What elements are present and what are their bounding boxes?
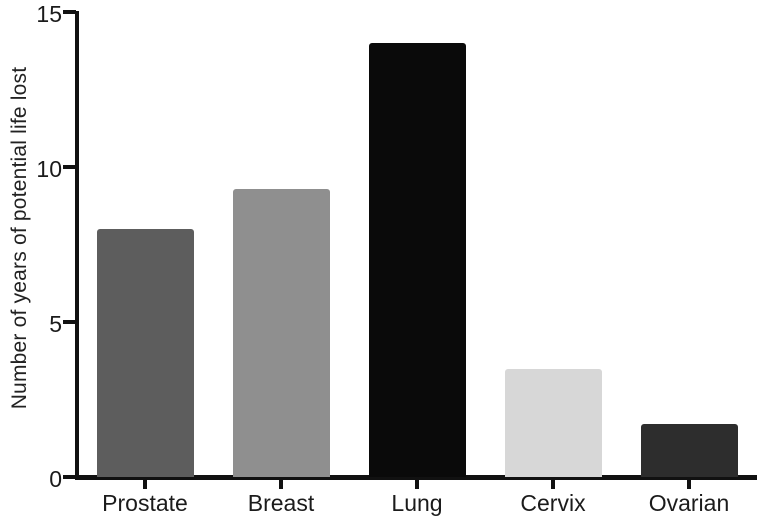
y-axis-tick-label: 5 — [49, 311, 62, 337]
y-axis-tick-label: 15 — [36, 1, 62, 27]
x-axis-line — [75, 475, 757, 480]
y-axis-tick — [63, 320, 76, 324]
bar-cervix — [504, 368, 602, 477]
y-axis-line — [75, 11, 79, 478]
y-axis-tick — [63, 10, 76, 14]
bar-prostate — [96, 229, 194, 477]
x-axis-label-lung: Lung — [391, 490, 443, 516]
x-axis-label-breast: Breast — [247, 490, 315, 516]
bar-lung — [368, 43, 466, 477]
y-axis-tick — [63, 475, 76, 479]
y-axis-tick — [63, 165, 76, 169]
x-axis-tick — [415, 480, 419, 489]
x-axis-tick — [687, 480, 691, 489]
bar-breast — [232, 188, 330, 477]
y-axis-tick-label: 0 — [49, 466, 62, 492]
y-axis-tick-label: 10 — [36, 156, 62, 182]
y-axis-title: Number of years of potential life lost — [8, 66, 31, 410]
x-axis-label-ovarian: Ovarian — [648, 490, 730, 516]
x-axis-tick — [279, 480, 283, 489]
x-axis-tick — [551, 480, 555, 489]
x-axis-label-prostate: Prostate — [102, 490, 188, 516]
bar-ovarian — [640, 424, 738, 477]
x-axis-tick — [143, 480, 147, 489]
x-axis-label-cervix: Cervix — [520, 490, 586, 516]
